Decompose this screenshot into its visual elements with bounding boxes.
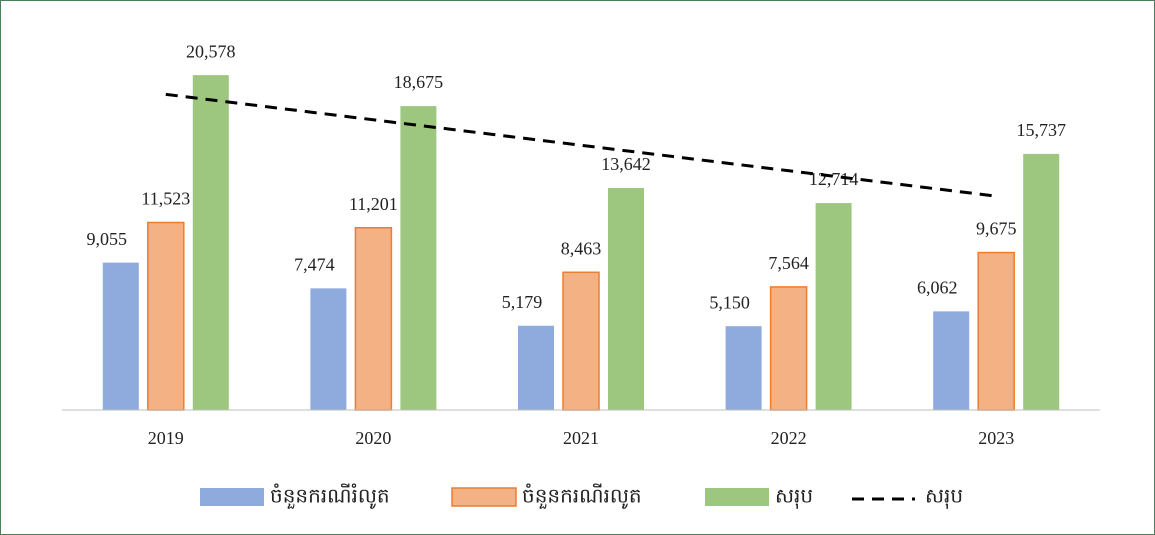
- bar: [147, 221, 185, 411]
- data-label: 20,578: [186, 41, 236, 61]
- bar: [1023, 153, 1060, 411]
- bar: [815, 203, 852, 410]
- data-label: 7,564: [768, 253, 809, 273]
- data-label: 11,201: [349, 194, 398, 214]
- data-label: 8,463: [561, 238, 602, 258]
- bar: [102, 262, 139, 410]
- legend-swatch: [705, 488, 769, 506]
- bar: [354, 226, 393, 411]
- data-label: 5,179: [502, 292, 543, 312]
- data-label: 6,062: [917, 277, 958, 297]
- bar: [725, 326, 762, 410]
- legend-swatch: [200, 488, 264, 506]
- bar: [192, 75, 229, 410]
- legend-swatch: [451, 487, 517, 507]
- data-label: 11,523: [141, 189, 190, 209]
- data-label: 9,055: [87, 229, 128, 249]
- bar: [400, 106, 437, 411]
- legend-label: សរុប: [925, 484, 963, 510]
- legend-label: ចំនួនករណីរលូត: [522, 483, 642, 510]
- bar: [518, 325, 554, 410]
- legend-label: ចំនួនករណីរំលូត: [270, 483, 390, 510]
- data-label: 5,150: [709, 292, 750, 312]
- x-tick-label: 2023: [978, 428, 1014, 448]
- bar: [933, 311, 970, 410]
- x-tick-label: 2019: [148, 428, 184, 448]
- bar: [769, 286, 808, 411]
- data-label: 7,474: [294, 255, 335, 275]
- data-label: 15,737: [1016, 120, 1066, 140]
- bar: [608, 188, 644, 410]
- x-tick-label: 2021: [563, 428, 599, 448]
- data-label: 9,675: [976, 219, 1017, 239]
- bar: [310, 288, 347, 410]
- data-label: 13,642: [601, 154, 651, 174]
- data-label: 18,675: [394, 72, 444, 92]
- x-tick-label: 2020: [355, 428, 391, 448]
- legend-label: សរុប: [775, 484, 813, 510]
- bar: [562, 271, 600, 411]
- x-tick-label: 2022: [771, 428, 807, 448]
- bar: [977, 251, 1015, 411]
